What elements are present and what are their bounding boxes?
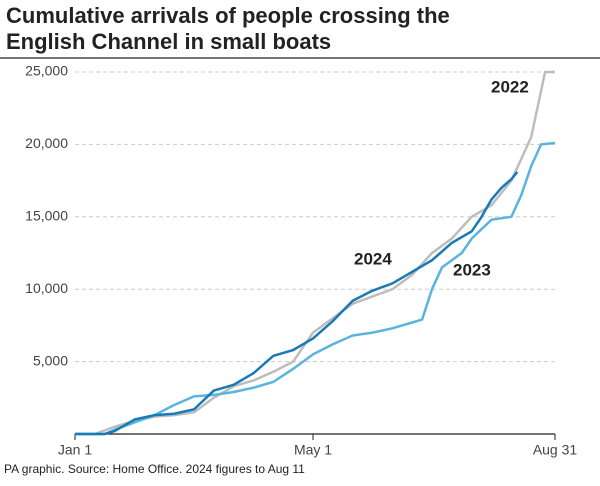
series-label: 2024: [354, 249, 392, 268]
y-tick-label: 20,000: [25, 135, 68, 151]
x-tick-label: Jan 1: [58, 442, 92, 458]
x-tick-label: Aug 31: [533, 442, 578, 458]
chart-title: English Channel in small boats: [6, 29, 331, 54]
series-line: [75, 171, 519, 436]
x-tick-label: May 1: [294, 442, 332, 458]
y-tick-label: 5,000: [33, 352, 68, 368]
y-tick-label: 25,000: [25, 63, 68, 79]
chart-title: Cumulative arrivals of people crossing t…: [6, 3, 450, 28]
series-label: 2023: [453, 260, 491, 279]
y-tick-label: 15,000: [25, 208, 68, 224]
series-line: [75, 141, 556, 436]
series-line: [75, 70, 555, 436]
y-tick-label: 10,000: [25, 280, 68, 296]
series-label: 2022: [491, 77, 529, 96]
source-note: PA graphic. Source: Home Office. 2024 fi…: [4, 462, 305, 476]
